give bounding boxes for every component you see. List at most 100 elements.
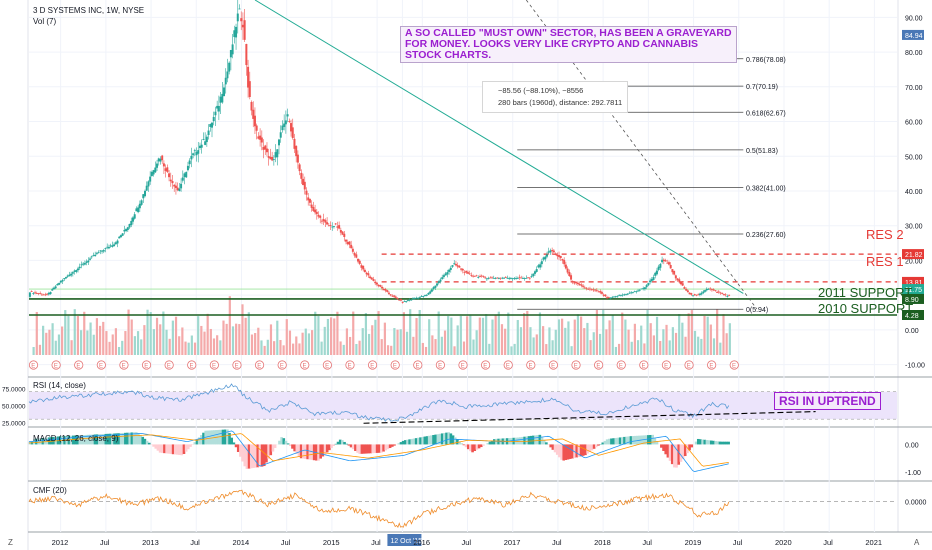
price-tick-label: 50.00 bbox=[905, 154, 923, 161]
earnings-marker-label: E bbox=[370, 364, 374, 370]
candle-body bbox=[626, 293, 629, 295]
volume-bar bbox=[519, 327, 523, 355]
candle-body bbox=[465, 270, 468, 273]
candle-body bbox=[106, 246, 109, 248]
candle-body bbox=[252, 109, 255, 119]
earnings-marker-label: E bbox=[189, 364, 193, 370]
candle-body bbox=[418, 296, 421, 298]
candle-body bbox=[183, 173, 186, 177]
candle-body bbox=[491, 277, 494, 279]
timezone-z-icon[interactable]: Z bbox=[8, 538, 13, 547]
candle-body bbox=[166, 167, 169, 172]
earnings-marker bbox=[277, 360, 287, 370]
macd-histogram-bar bbox=[78, 435, 82, 445]
macd-histogram-bar bbox=[404, 440, 407, 445]
volume-bar bbox=[190, 335, 193, 355]
earnings-marker bbox=[187, 360, 197, 370]
macd-histogram-bar bbox=[464, 444, 468, 448]
macd-histogram-bar bbox=[610, 438, 613, 445]
macd-histogram-bar bbox=[91, 434, 95, 445]
macd-histogram-bar bbox=[488, 441, 492, 445]
macd-histogram-bar bbox=[438, 433, 442, 445]
candle-body bbox=[332, 226, 335, 227]
candle-body bbox=[322, 219, 325, 222]
earnings-marker-label: E bbox=[732, 364, 736, 370]
volume-bar bbox=[54, 340, 57, 355]
goto-date-icon[interactable]: A bbox=[914, 538, 920, 547]
macd-histogram-bar bbox=[631, 436, 635, 445]
macd-histogram-bar bbox=[171, 444, 175, 455]
candle-body bbox=[37, 293, 40, 295]
candle-body bbox=[343, 233, 346, 237]
macd-histogram-bar bbox=[82, 435, 86, 445]
macd-histogram-bar bbox=[100, 434, 103, 445]
candle-body bbox=[386, 290, 389, 292]
volume-bar bbox=[108, 341, 111, 355]
candle-body bbox=[649, 280, 652, 283]
candle-body bbox=[430, 289, 433, 292]
price-badge-label: 84.94 bbox=[905, 33, 923, 40]
candle-body bbox=[623, 294, 626, 296]
candle-body bbox=[92, 255, 95, 257]
candle-body bbox=[673, 270, 676, 275]
candle-body bbox=[231, 44, 234, 55]
earnings-marker-label: E bbox=[506, 364, 510, 370]
macd-histogram-bar bbox=[243, 444, 247, 467]
fib-level-label: 0.618(62.67) bbox=[746, 110, 786, 117]
candle-body bbox=[137, 207, 140, 213]
macd-histogram-bar bbox=[223, 429, 227, 445]
macd-histogram-bar bbox=[571, 444, 574, 459]
volume-bar bbox=[627, 329, 630, 355]
macd-histogram-bar bbox=[471, 444, 474, 453]
macd-histogram-bar bbox=[267, 444, 270, 459]
macd-histogram-bar bbox=[145, 440, 149, 445]
macd-histogram-bar bbox=[388, 444, 392, 449]
earnings-marker-label: E bbox=[415, 364, 419, 370]
macd-histogram-bar bbox=[423, 436, 427, 445]
volume-bar bbox=[485, 314, 488, 355]
candle-body bbox=[42, 294, 45, 296]
macd-histogram-bar bbox=[542, 439, 546, 445]
time-tick-label: 2015 bbox=[323, 538, 340, 547]
candle-body bbox=[647, 283, 650, 286]
macd-histogram-bar bbox=[475, 444, 479, 450]
rsi-uptrend-annotation[interactable]: RSI IN UPTREND bbox=[774, 392, 881, 410]
earnings-marker bbox=[322, 360, 332, 370]
macd-histogram-bar bbox=[48, 437, 51, 445]
macd-histogram-bar bbox=[653, 437, 657, 445]
price-tick-label: 20.00 bbox=[905, 258, 923, 265]
candle-body bbox=[269, 156, 272, 160]
candle-body bbox=[396, 297, 399, 300]
candle-body bbox=[353, 252, 356, 256]
volume-bar bbox=[579, 316, 583, 355]
volume-bar bbox=[67, 315, 70, 355]
crosshair-date-badge bbox=[387, 534, 422, 546]
volume-bar bbox=[32, 347, 35, 355]
macd-histogram-bar bbox=[293, 444, 296, 452]
macd-histogram-bar bbox=[720, 441, 724, 445]
volume-bar bbox=[76, 315, 80, 355]
candle-body bbox=[314, 209, 317, 213]
top-note-annotation[interactable]: A SO CALLED "MUST OWN" SECTOR, HAS BEEN … bbox=[400, 26, 737, 63]
candle-body bbox=[442, 275, 445, 277]
macd-histogram-bar bbox=[397, 443, 401, 445]
volume-bar bbox=[114, 328, 117, 355]
candle-body bbox=[506, 277, 509, 279]
macd-histogram-bar bbox=[566, 444, 570, 460]
candle-body bbox=[162, 163, 165, 167]
macd-histogram-bar bbox=[492, 439, 496, 445]
macd-histogram-bar bbox=[519, 437, 522, 445]
candle-body bbox=[61, 280, 64, 282]
candle-body bbox=[243, 20, 246, 40]
volume-bar bbox=[168, 338, 171, 355]
candle-body bbox=[654, 272, 657, 276]
macd-histogram-bar bbox=[384, 444, 388, 451]
candle-body bbox=[518, 276, 521, 278]
earnings-marker-label: E bbox=[483, 364, 487, 370]
earnings-marker-label: E bbox=[642, 364, 646, 370]
volume-bar bbox=[510, 346, 513, 355]
crosshair-date-label: 12 Oct '15 bbox=[390, 538, 422, 545]
volume-bar bbox=[70, 340, 73, 355]
volume-bar bbox=[412, 336, 415, 355]
